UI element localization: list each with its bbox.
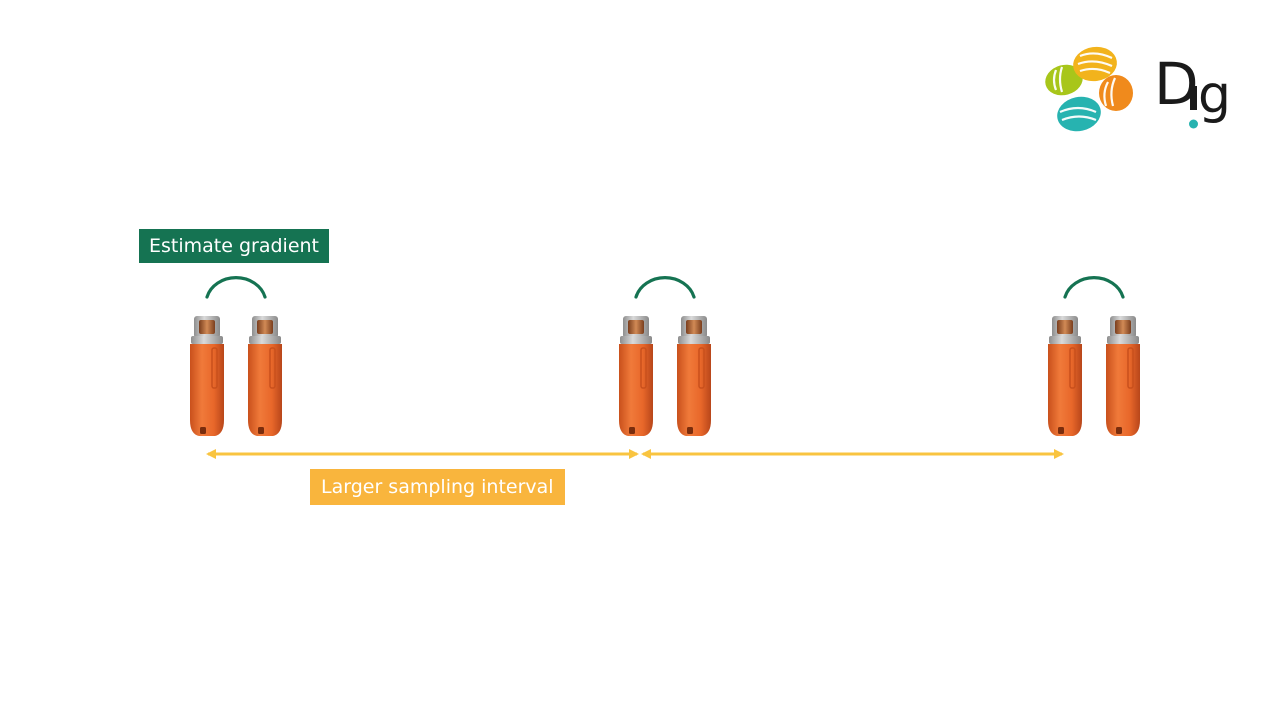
logo-wordmark-g: g	[1198, 65, 1231, 125]
dig-logo: D g	[1045, 46, 1231, 132]
gradient-arcs	[205, 276, 1125, 299]
sensor-pairs	[190, 316, 1140, 436]
pair-1-sensor-left	[190, 316, 224, 436]
interval-arrows	[206, 449, 1064, 459]
pair-2-sensor-right	[677, 316, 711, 436]
pair-1-sensor-right	[248, 316, 282, 436]
pair-2-sensor-left	[619, 316, 653, 436]
interval-arrow-2	[641, 449, 1064, 459]
pair-3-gradient-arc	[1063, 276, 1125, 299]
pair-2-gradient-arc	[634, 276, 696, 299]
pair-3-sensor-left	[1048, 316, 1082, 436]
logo-petals-icon	[1045, 46, 1133, 132]
estimate-gradient-label: Estimate gradient	[139, 229, 329, 263]
sampling-interval-label: Larger sampling interval	[310, 469, 565, 505]
interval-arrow-1	[206, 449, 639, 459]
pair-1-gradient-arc	[205, 276, 267, 299]
pair-3-sensor-right	[1106, 316, 1140, 436]
